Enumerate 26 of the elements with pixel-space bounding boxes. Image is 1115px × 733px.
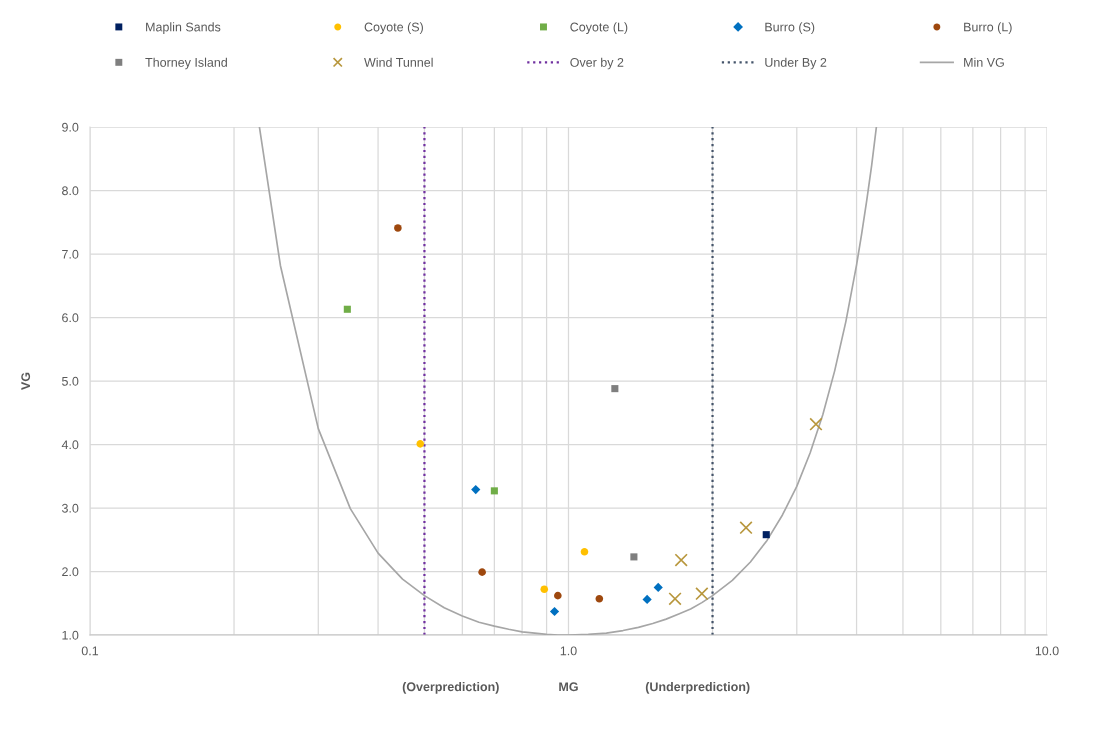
y-tick-label: 7.0: [62, 249, 79, 259]
legend-label: Min VG: [964, 57, 1004, 67]
text: (Underprediction): [645, 682, 750, 694]
y-tick-label: 5.0: [61, 376, 79, 386]
legend-label: Wind Tunnel: [364, 57, 433, 67]
y-tick-label: 6.0: [62, 313, 79, 323]
y-axis-title: VG: [21, 372, 31, 390]
legend-label: Burro (L): [964, 22, 1012, 34]
legend-label: Maplin Sands: [146, 22, 221, 34]
legend-label: Coyote (S): [364, 22, 423, 34]
y-tick-label: 3.0: [61, 503, 79, 513]
legend-label: Under By 2: [765, 57, 827, 70]
y-tick-label: 1.0: [62, 630, 79, 640]
legend-label: Coyote (L): [570, 22, 628, 34]
x-tick-label: 0.1: [81, 646, 99, 656]
legend-label: Burro (S): [765, 22, 815, 34]
legend-label: Thorney Island: [145, 57, 227, 70]
text: (Overprediction): [402, 682, 499, 694]
y-tick-label: 9.0: [62, 122, 79, 132]
x-tick-label: 10.0: [1035, 646, 1059, 656]
y-tick-label: 4.0: [61, 440, 79, 450]
x-tick-label: 1.0: [560, 646, 577, 656]
y-tick-label: 8.0: [62, 186, 79, 196]
legend-label: Over by 2: [570, 57, 624, 70]
x-axis-title: MG: [559, 682, 578, 692]
y-tick-label: 2.0: [62, 567, 79, 577]
